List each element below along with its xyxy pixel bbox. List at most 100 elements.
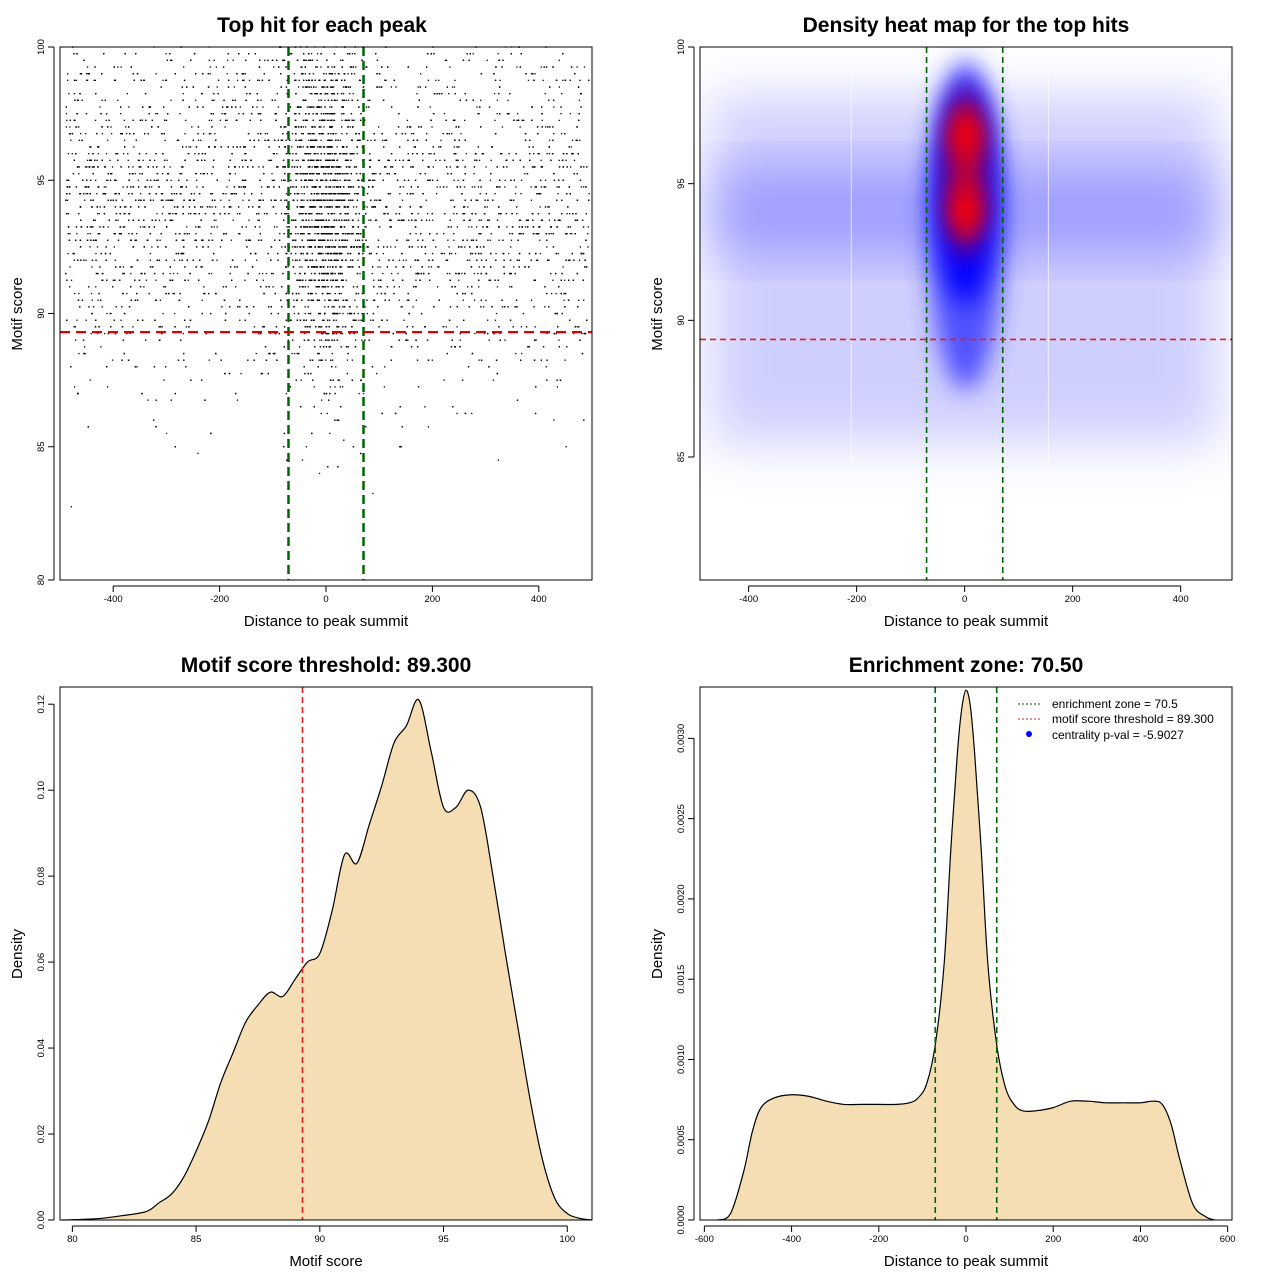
scatter-point bbox=[444, 59, 446, 61]
scatter-point bbox=[334, 166, 336, 168]
scatter-point bbox=[576, 66, 578, 68]
scatter-point bbox=[390, 86, 392, 88]
scatter-point bbox=[507, 99, 509, 101]
scatter-point bbox=[194, 153, 196, 155]
scatter-point bbox=[297, 233, 299, 235]
scatter-point bbox=[123, 272, 125, 275]
scatter-point bbox=[497, 186, 499, 188]
scatter-point bbox=[271, 173, 273, 175]
scatter-point bbox=[323, 79, 325, 81]
scatter-point bbox=[429, 179, 431, 181]
scatter-point bbox=[236, 213, 239, 215]
scatter-point bbox=[318, 99, 320, 101]
scatter-point bbox=[145, 153, 147, 155]
scatter-point bbox=[357, 179, 359, 181]
scatter-point bbox=[140, 193, 142, 195]
scatter-point bbox=[240, 186, 243, 188]
scatter-point bbox=[162, 79, 164, 81]
scatter-point bbox=[294, 352, 296, 355]
scatter-point bbox=[556, 226, 558, 228]
scatter-point bbox=[171, 59, 173, 61]
scatter-point bbox=[162, 206, 164, 208]
scatter-point bbox=[318, 233, 320, 235]
scatter-point bbox=[264, 133, 267, 135]
scatter-point bbox=[99, 233, 101, 235]
scatter-point bbox=[488, 339, 490, 341]
scatter-point bbox=[301, 459, 303, 461]
scatter-point bbox=[114, 259, 116, 261]
scatter-point bbox=[478, 233, 480, 235]
scatter-point bbox=[329, 432, 331, 435]
scatter-point bbox=[341, 246, 343, 248]
scatter-point bbox=[358, 392, 360, 395]
scatter-point bbox=[415, 233, 417, 235]
scatter-point bbox=[209, 66, 211, 68]
scatter-point bbox=[318, 193, 320, 195]
scatter-point bbox=[315, 259, 317, 261]
scatter-point bbox=[331, 239, 334, 241]
scatter-point bbox=[565, 446, 567, 448]
scatter-point bbox=[69, 286, 71, 288]
scatter-point bbox=[438, 79, 440, 81]
scatter-point bbox=[318, 472, 321, 475]
scatter-point bbox=[313, 173, 315, 175]
scatter-point bbox=[336, 179, 339, 181]
scatter-point bbox=[276, 153, 278, 155]
scatter-point bbox=[364, 226, 366, 228]
scatter-point bbox=[293, 239, 295, 241]
scatter-point bbox=[70, 139, 72, 141]
scatter-point bbox=[374, 219, 376, 221]
scatter-point bbox=[443, 252, 446, 255]
scatter-point bbox=[417, 246, 419, 248]
scatter-point bbox=[524, 173, 526, 175]
scatter-point bbox=[358, 319, 360, 321]
scatter-point bbox=[225, 193, 227, 195]
scatter-point bbox=[330, 113, 332, 115]
scatter-point bbox=[193, 193, 195, 195]
scatter-point bbox=[317, 279, 320, 281]
scatter-point bbox=[210, 133, 212, 135]
scatter-point bbox=[129, 332, 131, 335]
scatter-point bbox=[452, 119, 455, 121]
scatter-point bbox=[487, 319, 489, 321]
scatter-point bbox=[456, 412, 458, 415]
scatter-point bbox=[556, 386, 558, 388]
scatter-point bbox=[509, 233, 511, 235]
scatter-point bbox=[292, 153, 294, 155]
scatter-point bbox=[105, 119, 107, 121]
scatter-point bbox=[519, 126, 521, 128]
scatter-point bbox=[578, 259, 581, 261]
scatter-point bbox=[535, 339, 537, 341]
scatter-point bbox=[326, 339, 328, 341]
scatter-point bbox=[419, 73, 422, 75]
scatter-point bbox=[173, 259, 176, 261]
scatter-point bbox=[545, 366, 547, 368]
scatter-point bbox=[117, 219, 119, 221]
scatter-point bbox=[339, 153, 341, 155]
scatter-point bbox=[170, 219, 172, 221]
scatter-point bbox=[361, 312, 363, 315]
scatter-point bbox=[273, 179, 275, 181]
scatter-point bbox=[551, 292, 553, 295]
scatter-point bbox=[413, 146, 415, 148]
scatter-point bbox=[245, 226, 247, 228]
scatter-y-axis-label: Motif score bbox=[9, 277, 26, 350]
scatter-point bbox=[308, 106, 310, 108]
scatter-point bbox=[397, 272, 399, 275]
scatter-point bbox=[569, 113, 571, 115]
scatter-point bbox=[228, 199, 230, 201]
scatter-point bbox=[84, 352, 86, 355]
scatter-point bbox=[104, 166, 106, 168]
scatter-point bbox=[351, 199, 353, 201]
scatter-point bbox=[521, 352, 523, 355]
scatter-point bbox=[75, 126, 77, 128]
scatter-point bbox=[545, 186, 547, 188]
scatter-point bbox=[485, 226, 488, 228]
scatter-point bbox=[334, 186, 336, 188]
scatter-point bbox=[533, 153, 535, 155]
scatter-point bbox=[539, 239, 541, 241]
scatter-point bbox=[474, 186, 476, 188]
scatter-point bbox=[367, 193, 369, 195]
scatter-point bbox=[566, 153, 568, 155]
scatter-point bbox=[303, 206, 305, 208]
